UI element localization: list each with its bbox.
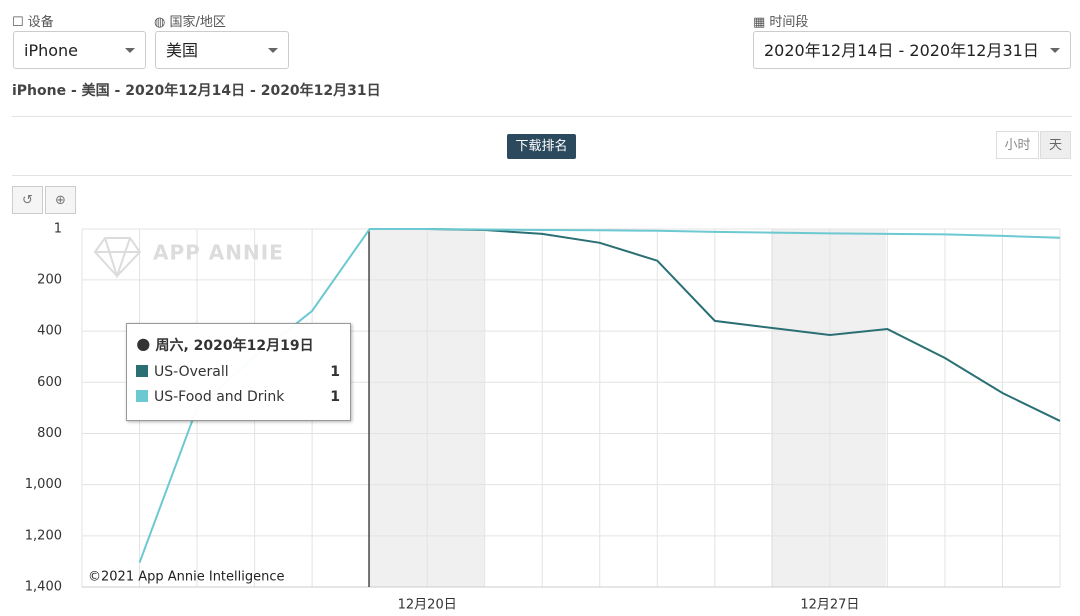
day-toggle[interactable]: 天 — [1040, 131, 1071, 159]
tooltip: 🌑 周六, 2020年12月19日 US-Overall 1 US-Food an… — [126, 323, 351, 421]
divider — [12, 116, 1072, 117]
weekend-band — [771, 229, 886, 587]
period-value: 2020年12月14日 - 2020年12月31日 — [764, 41, 1039, 60]
y-tick-label: 400 — [37, 324, 62, 339]
weekend-band — [369, 229, 484, 587]
tooltip-title: 🌑 周六, 2020年12月19日 — [136, 338, 314, 354]
subtitle: iPhone - 美国 - 2020年12月14日 - 2020年12月31日 — [12, 83, 381, 99]
tooltip-swatch — [136, 365, 148, 377]
reset-zoom-button[interactable]: ↺ — [12, 186, 43, 214]
period-dropdown[interactable]: 2020年12月14日 - 2020年12月31日 — [753, 31, 1071, 69]
period-label: ▦ 时间段 — [753, 15, 809, 30]
tooltip-date: 周六, 2020年12月19日 — [155, 338, 314, 354]
y-tick-label: 1,400 — [25, 580, 62, 595]
copyright: ©2021 App Annie Intelligence — [88, 570, 285, 585]
y-tick-label: 1,000 — [25, 477, 62, 492]
tooltip-swatch — [136, 390, 148, 402]
tooltip-row: US-Food and Drink 1 — [136, 387, 340, 407]
country-label-text: 国家/地区 — [169, 15, 226, 30]
y-tick-label: 1,200 — [25, 528, 62, 543]
grid: 1 200 400 600 800 1,000 1,200 1,400 12月20日 12月27日 — [25, 222, 1061, 613]
device-dropdown[interactable]: iPhone — [13, 31, 146, 69]
x-tick-label: 12月20日 — [398, 598, 457, 613]
device-label-text: 设备 — [27, 15, 54, 30]
watermark-logo — [93, 237, 142, 280]
download-rank-tab[interactable]: 下载排名 — [507, 134, 576, 159]
device-value: iPhone — [24, 41, 79, 60]
tooltip-value: 1 — [330, 364, 340, 380]
watermark: APP ANNIE — [153, 241, 284, 265]
device-label: ☐ 设备 — [12, 15, 54, 30]
y-tick-label: 200 — [37, 272, 62, 287]
tooltip-series: US-Food and Drink — [154, 389, 285, 405]
y-tick-label: 600 — [37, 375, 62, 390]
tooltip-value: 1 — [330, 389, 340, 405]
y-tick-label: 1 — [54, 222, 62, 237]
zoom-button[interactable]: ⊕ — [45, 186, 76, 214]
hour-toggle[interactable]: 小时 — [996, 131, 1039, 159]
tooltip-series: US-Overall — [154, 364, 229, 380]
y-tick-label: 800 — [37, 426, 62, 441]
divider — [12, 175, 1072, 176]
country-dropdown[interactable]: 美国 — [155, 31, 289, 69]
country-label: ◍ 国家/地区 — [154, 15, 226, 30]
period-label-text: 时间段 — [769, 15, 809, 30]
x-tick-label: 12月27日 — [800, 598, 859, 613]
tooltip-row: US-Overall 1 — [136, 362, 340, 382]
country-value: 美国 — [166, 41, 199, 60]
